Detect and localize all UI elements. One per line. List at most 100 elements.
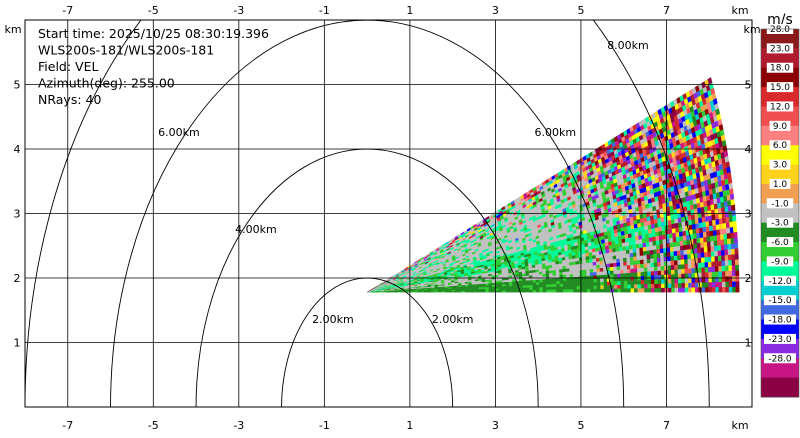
gate-r7-g85	[653, 257, 658, 263]
gate-r1-g101	[708, 281, 713, 288]
gate-r8-g92	[676, 250, 681, 256]
gate-r1-g90	[671, 282, 676, 288]
gate-r0-g80	[637, 287, 642, 293]
colorbar-label-15: -18.0	[768, 316, 792, 326]
gate-r5-g103	[714, 260, 719, 267]
gate-r4-g74	[616, 273, 621, 278]
gate-r7-g100	[704, 251, 709, 258]
gate-r7-g69	[599, 263, 604, 269]
gate-r3-g56	[556, 280, 560, 285]
gate-r2-g94	[684, 277, 689, 284]
gate-r15-g109	[730, 204, 736, 211]
gate-r2-g45	[519, 285, 523, 288]
gate-r7-g80	[636, 259, 641, 265]
gate-r2-g59	[566, 282, 571, 287]
gate-r6-g57	[559, 271, 564, 276]
colorbar-label-12: -9.0	[771, 257, 789, 267]
gate-r8-g75	[619, 257, 624, 263]
gate-r0-g84	[651, 287, 655, 293]
colorbar-label-16: -23.0	[768, 335, 792, 345]
gate-r9-g87	[659, 247, 664, 254]
gate-r1-g49	[532, 286, 537, 290]
gate-r3-g104	[718, 270, 723, 277]
gate-r10-g91	[672, 241, 678, 247]
gate-r5-g90	[670, 264, 675, 270]
gate-r1-g40	[502, 287, 506, 291]
gate-r0-g29	[465, 290, 469, 293]
x-tick-top-3: -1	[319, 4, 330, 17]
gate-r6-g63	[579, 269, 584, 274]
gate-r1-g66	[590, 285, 594, 290]
y-tick-right-4: 5	[745, 79, 752, 92]
y-tick-right-2: 3	[745, 208, 752, 221]
x-tick-top-5: 3	[492, 4, 499, 17]
gate-r10-g98	[696, 237, 701, 244]
info-line-3: Azimuth(deg): 255.00	[38, 76, 175, 91]
gate-r7-g78	[629, 260, 634, 266]
gate-r10-g76	[622, 249, 627, 255]
gate-r12-g94	[682, 230, 687, 237]
gate-r5-g89	[667, 264, 672, 271]
gate-r14-g109	[731, 209, 736, 217]
gate-r1-g48	[529, 287, 533, 291]
gate-r10-g85	[652, 244, 657, 250]
gate-r7-g106	[724, 249, 729, 256]
gate-r4-g92	[677, 268, 682, 275]
gate-r1-g103	[715, 281, 720, 288]
gate-r5-g77	[626, 268, 631, 274]
gate-r12-g100	[702, 226, 707, 233]
y-tick-left-4: 5	[14, 79, 21, 92]
gate-r10-g92	[676, 240, 681, 247]
gate-r3-g58	[562, 280, 567, 284]
gate-r3-g60	[569, 279, 574, 284]
gate-r7-g64	[582, 265, 587, 271]
gate-r3-g69	[600, 277, 605, 283]
gate-r11-g98	[696, 232, 701, 239]
gate-r7-g99	[700, 251, 705, 258]
gate-r0-g87	[661, 287, 666, 293]
colorbar-label-4: 12.0	[770, 102, 790, 112]
gate-r4-g100	[704, 266, 709, 273]
gate-r4-g80	[637, 271, 642, 277]
gate-r1-g80	[637, 283, 642, 289]
gate-r1-g76	[623, 284, 628, 289]
gate-r11-g105	[719, 228, 724, 235]
gate-r11-g109	[732, 225, 738, 233]
ring-label-4km-0: 4.00km	[235, 223, 277, 236]
gate-r10-g90	[669, 241, 674, 248]
gate-r4-g104	[718, 265, 723, 272]
gate-r5-g86	[657, 265, 662, 271]
gate-r12-g93	[678, 230, 684, 237]
gate-r10-g101	[706, 235, 711, 242]
colorbar-label-6: 6.0	[773, 141, 788, 151]
gate-r9-g109	[733, 236, 738, 244]
gate-r2-g84	[650, 279, 655, 285]
colorbar-label-5: 9.0	[773, 122, 788, 132]
gate-r13-g97	[691, 223, 697, 230]
ring-label-6km-0: 6.00km	[158, 126, 200, 139]
gate-r4-g85	[654, 270, 659, 276]
gate-r3-g76	[623, 276, 628, 282]
gate-r12-g91	[672, 232, 677, 238]
gate-r9-g82	[642, 250, 648, 256]
gate-r2-g93	[681, 277, 686, 284]
gate-r12-g99	[698, 227, 704, 234]
gate-r10-g84	[649, 245, 654, 251]
gate-r8-g87	[659, 252, 665, 258]
gate-r6-g89	[667, 260, 672, 266]
gate-r3-g107	[728, 270, 733, 277]
gate-r9-g80	[636, 251, 641, 257]
gate-r2-g103	[715, 276, 720, 283]
gate-r3-g70	[603, 277, 608, 282]
gate-r6-g79	[633, 263, 638, 269]
gate-r6-g55	[552, 272, 557, 276]
gate-r4-g90	[670, 269, 675, 275]
gate-r8-g94	[683, 249, 688, 255]
gate-r9-g86	[656, 248, 661, 254]
gate-r0-g101	[708, 286, 713, 293]
gate-r4-g105	[721, 265, 726, 272]
gate-r0-g81	[640, 287, 645, 293]
gate-r9-g94	[683, 244, 688, 251]
gate-r5-g84	[650, 266, 655, 272]
gate-r9-g92	[676, 245, 681, 252]
